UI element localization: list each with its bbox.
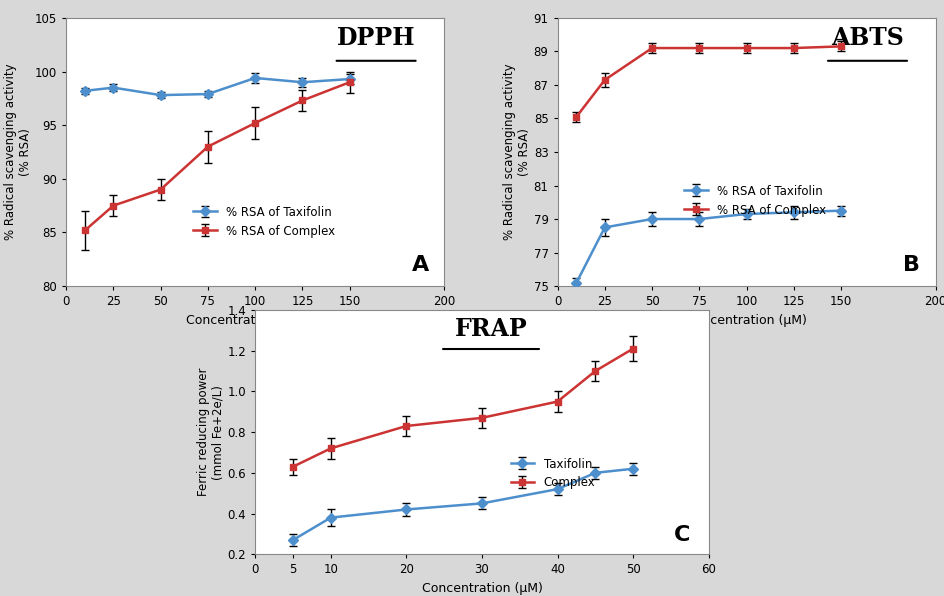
Text: DPPH: DPPH — [336, 26, 415, 50]
X-axis label: Concentration (μM): Concentration (μM) — [685, 313, 806, 327]
Y-axis label: Ferric reducing power
(mmol Fe+2e/L): Ferric reducing power (mmol Fe+2e/L) — [196, 368, 225, 496]
Legend: % RSA of Taxifolin, % RSA of Complex: % RSA of Taxifolin, % RSA of Complex — [193, 206, 335, 238]
Text: A: A — [412, 255, 429, 275]
Legend: Taxifolin, Complex: Taxifolin, Complex — [510, 458, 595, 489]
Text: B: B — [902, 255, 919, 275]
Text: C: C — [673, 524, 690, 545]
Text: ABTS: ABTS — [831, 26, 902, 50]
Y-axis label: % Radical scavenging activity
(% RSA): % Radical scavenging activity (% RSA) — [4, 64, 32, 240]
Legend: % RSA of Taxifolin, % RSA of Complex: % RSA of Taxifolin, % RSA of Complex — [683, 185, 826, 216]
X-axis label: Concentration (μM): Concentration (μM) — [421, 582, 542, 595]
X-axis label: Concentration (μg/ml): Concentration (μg/ml) — [186, 313, 324, 327]
Text: FRAP: FRAP — [454, 317, 527, 342]
Y-axis label: % Radical scavenging activity
(% RSA): % Radical scavenging activity (% RSA) — [502, 64, 531, 240]
